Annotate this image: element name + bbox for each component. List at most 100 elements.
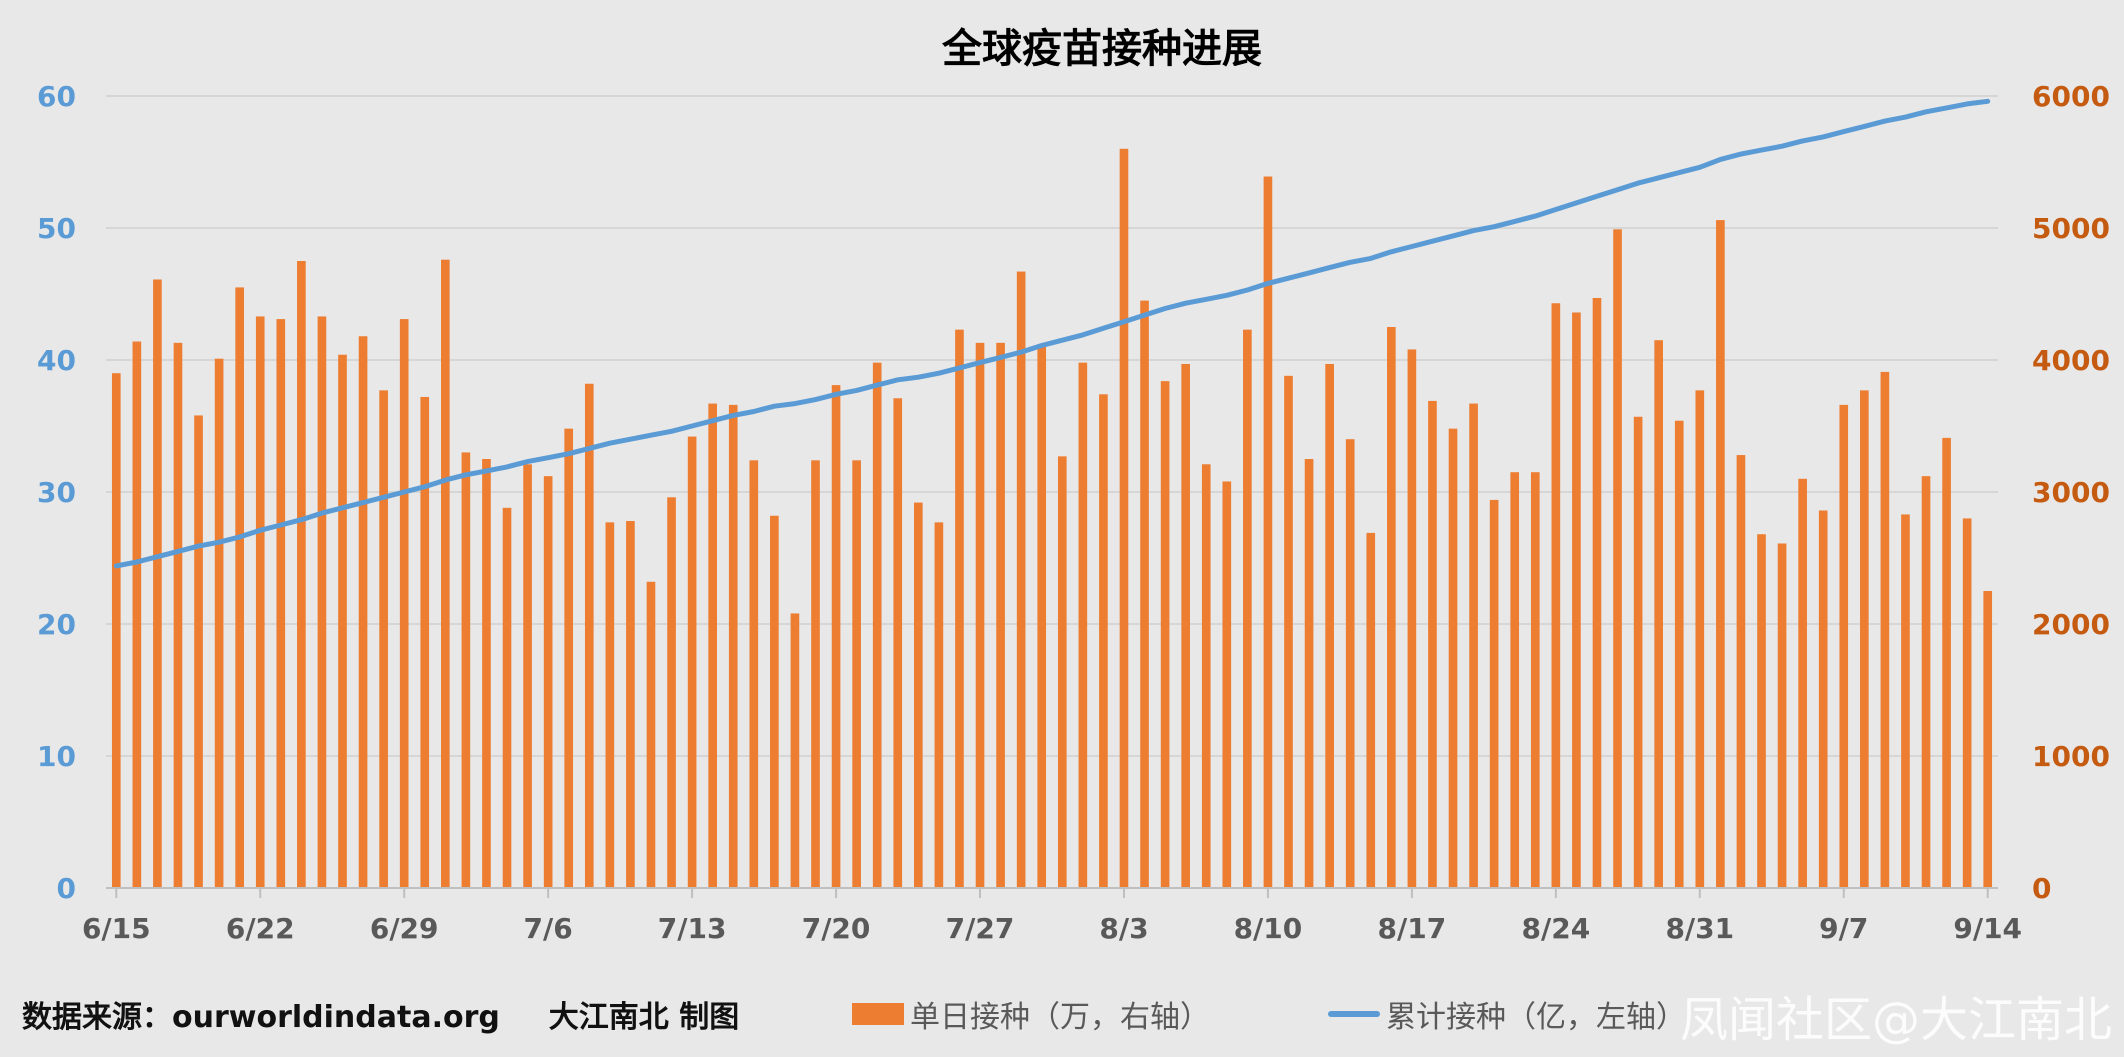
daily-bar — [728, 404, 738, 888]
daily-bar — [523, 464, 532, 888]
daily-bar — [1921, 476, 1931, 888]
x-tick-label: 8/24 — [1522, 912, 1591, 945]
y-left-tick-label: 50 — [37, 212, 76, 245]
author-label: 大江南北 制图 — [548, 1000, 740, 1035]
y-axis-left: 0 10 20 30 40 50 60 — [37, 80, 76, 905]
x-tick-label: 7/27 — [946, 912, 1015, 945]
daily-bar — [1201, 464, 1211, 888]
daily-bar — [564, 428, 574, 888]
legend-line-label: 累计接种（亿，左轴） — [1386, 1000, 1686, 1035]
daily-bar — [173, 342, 183, 889]
x-tick-label: 6/15 — [82, 912, 151, 945]
daily-bar — [1777, 543, 1787, 888]
daily-bar — [441, 259, 450, 888]
daily-bar — [1633, 416, 1643, 888]
daily-bar — [1119, 148, 1129, 889]
daily-bar — [996, 342, 1005, 889]
x-axis-ticks: 6/15 6/22 6/29 7/6 7/13 7/20 7/27 8/3 8/10 8/17 8/… — [82, 888, 2022, 945]
legend-bar-swatch — [852, 1003, 904, 1025]
daily-bar — [297, 261, 306, 888]
daily-bar — [1654, 340, 1663, 888]
daily-bar — [852, 460, 861, 888]
daily-bar — [1099, 394, 1108, 888]
daily-bar — [420, 396, 430, 888]
daily-bar — [1942, 437, 1951, 888]
daily-bar — [543, 476, 553, 888]
daily-bar — [1901, 514, 1910, 888]
daily-bar — [1325, 363, 1334, 889]
daily-bar — [770, 515, 779, 888]
daily-bar — [502, 507, 512, 888]
daily-bar — [646, 581, 656, 888]
daily-bar — [379, 390, 388, 888]
daily-bar — [1448, 428, 1458, 888]
daily-bar — [1613, 229, 1622, 888]
daily-bar — [111, 373, 121, 888]
daily-bar — [1818, 510, 1828, 888]
daily-bar — [667, 497, 676, 888]
daily-bar — [132, 341, 142, 888]
daily-bar — [687, 436, 697, 888]
daily-bar — [1880, 371, 1890, 888]
daily-bar — [1757, 534, 1766, 888]
daily-bar — [1345, 439, 1355, 888]
y-axis-right: 0 1000 2000 3000 4000 5000 6000 — [2032, 80, 2110, 905]
daily-bar — [358, 336, 368, 888]
gridlines — [106, 95, 1998, 757]
y-right-tick-label: 0 — [2032, 872, 2051, 905]
daily-bar — [1304, 459, 1314, 888]
y-left-tick-label: 10 — [37, 740, 76, 773]
daily-bar — [1489, 499, 1499, 888]
x-tick-label: 8/31 — [1665, 912, 1734, 945]
daily-bar — [1695, 390, 1705, 888]
daily-bar — [1037, 345, 1047, 889]
daily-bar — [872, 362, 882, 888]
daily-bar — [1181, 363, 1190, 889]
daily-bar — [214, 358, 224, 888]
x-tick-label: 8/10 — [1234, 912, 1303, 945]
daily-bar — [1469, 403, 1478, 888]
x-tick-label: 7/13 — [658, 912, 727, 945]
daily-bar — [153, 279, 162, 889]
daily-bar — [1530, 472, 1540, 888]
daily-bar — [317, 316, 327, 888]
daily-bar — [914, 502, 923, 888]
daily-bar — [749, 460, 759, 888]
daily-bar — [1387, 327, 1396, 888]
x-tick-label: 7/6 — [524, 912, 573, 945]
daily-bar — [790, 613, 800, 888]
bar-series — [111, 148, 1993, 889]
daily-bar — [811, 460, 820, 888]
y-right-tick-label: 5000 — [2032, 212, 2110, 245]
y-left-tick-label: 0 — [57, 872, 76, 905]
daily-bar — [1284, 375, 1293, 889]
watermark: 凤闻社区@大江南北 — [1679, 992, 2112, 1048]
daily-bar — [831, 385, 841, 888]
x-tick-label: 6/22 — [226, 912, 295, 945]
daily-bar — [482, 459, 491, 888]
daily-bar — [276, 319, 286, 889]
daily-bar — [605, 522, 615, 888]
daily-bar — [1078, 362, 1088, 888]
x-tick-label: 9/14 — [1953, 912, 2022, 945]
daily-bar — [1798, 478, 1807, 888]
daily-bar — [1222, 481, 1232, 888]
y-left-tick-label: 40 — [37, 344, 76, 377]
daily-bar — [1983, 591, 1993, 888]
daily-bar — [255, 316, 265, 888]
x-tick-label: 8/3 — [1099, 912, 1148, 945]
y-right-tick-label: 1000 — [2032, 740, 2110, 773]
daily-bar — [235, 287, 244, 888]
daily-bar — [934, 522, 944, 888]
cumulative-line — [113, 98, 1991, 569]
x-tick-label: 6/29 — [370, 912, 439, 945]
daily-bar — [975, 342, 985, 889]
daily-bar — [1592, 297, 1602, 889]
daily-bar — [1510, 472, 1520, 888]
legend-line-item: 累计接种（亿，左轴） — [1328, 992, 1686, 1036]
daily-bar — [1057, 456, 1067, 888]
x-tick-label: 8/17 — [1378, 912, 1447, 945]
daily-bar — [708, 403, 717, 888]
legend-line-swatch — [1328, 1011, 1380, 1017]
